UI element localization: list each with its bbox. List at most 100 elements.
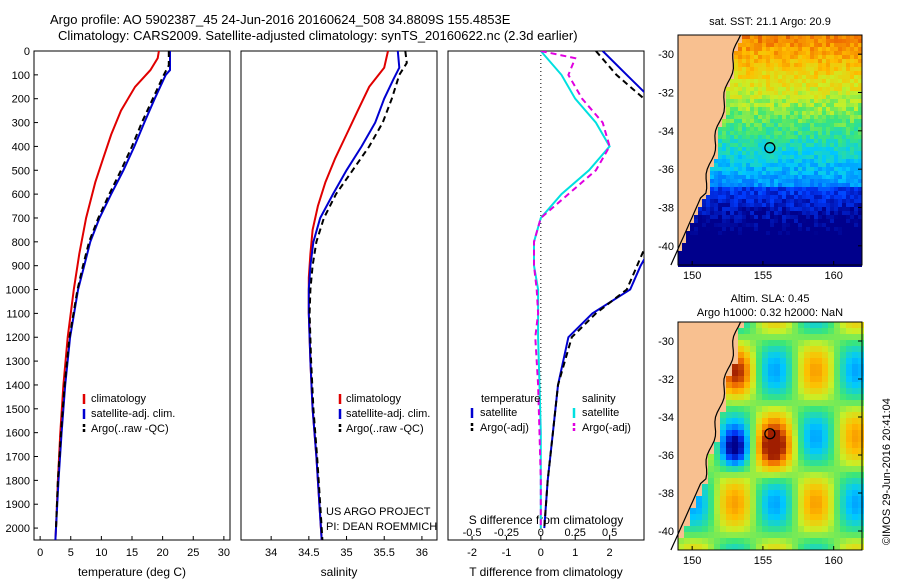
sla-map-cell — [756, 520, 762, 526]
sst-map-cell — [694, 191, 698, 195]
sst-map-cell — [746, 59, 750, 63]
sla-map-cell — [816, 412, 822, 418]
sla-map-cell — [852, 532, 858, 538]
sst-map-cell — [702, 67, 706, 71]
sla-map-cell — [756, 376, 762, 382]
sla-map-cell — [678, 394, 684, 400]
sla-map-cell — [756, 424, 762, 430]
sst-map-cell — [746, 235, 750, 239]
sst-map-cell — [790, 123, 794, 127]
sst-map-cell — [846, 111, 850, 115]
sst-map-cell — [810, 43, 814, 47]
sst-map-cell — [746, 35, 750, 39]
sla-map-cell — [792, 442, 798, 448]
sst-map-cell — [738, 75, 742, 79]
salinity-xtick-label: 35 — [340, 547, 352, 559]
sst-map-cell — [694, 251, 698, 255]
sst-map-cell — [794, 79, 798, 83]
sst-map-cell — [814, 227, 818, 231]
sst-map-cell — [830, 139, 834, 143]
sst-map-cell — [694, 83, 698, 87]
sst-map-cell — [786, 183, 790, 187]
sla-map-cell — [834, 430, 840, 436]
sst-map-cell — [858, 259, 862, 263]
sst-map-cell — [850, 119, 854, 123]
sst-map-cell — [842, 91, 846, 95]
sst-map-cell — [726, 47, 730, 51]
sst-map-cell — [818, 119, 822, 123]
sst-map-cell — [706, 147, 710, 151]
sla-map-cell — [702, 472, 708, 478]
sst-map-cell — [694, 95, 698, 99]
difference-salinity-tick-label: -0.25 — [494, 527, 519, 539]
sla-map-cell — [744, 388, 750, 394]
sst-map-cell — [754, 207, 758, 211]
sst-map-cell — [834, 147, 838, 151]
sla-map-cell — [792, 400, 798, 406]
sst-map-cell — [790, 159, 794, 163]
sst-map-cell — [774, 79, 778, 83]
sst-map-cell — [830, 123, 834, 127]
sst-map-cell — [834, 179, 838, 183]
sst-map-cell — [782, 259, 786, 263]
sla-map-cell — [720, 514, 726, 520]
sla-map-cell — [798, 460, 804, 466]
sst-map-cell — [678, 191, 682, 195]
sst-map-cell — [710, 243, 714, 247]
sla-map-cell — [726, 334, 732, 340]
sst-map-cell — [850, 131, 854, 135]
sla-map-cell — [774, 382, 780, 388]
sla-map-cell — [684, 400, 690, 406]
sst-map-cell — [702, 83, 706, 87]
sst-map-cell — [786, 179, 790, 183]
sst-map-cell — [706, 223, 710, 227]
sst-map-cell — [858, 183, 862, 187]
sst-map-cell — [734, 259, 738, 263]
sst-map-cell — [694, 55, 698, 59]
sst-map-cell — [778, 223, 782, 227]
sst-map-cell — [690, 255, 694, 259]
sst-map-cell — [842, 159, 846, 163]
sla-map-cell — [858, 532, 864, 538]
sla-map-cell — [810, 412, 816, 418]
sst-map-cell — [706, 99, 710, 103]
sst-map-cell — [770, 223, 774, 227]
sst-map-cell — [690, 131, 694, 135]
sst-map-cell — [782, 227, 786, 231]
sst-map-cell — [758, 43, 762, 47]
sst-map-cell — [678, 111, 682, 115]
sla-map-cell — [822, 406, 828, 412]
sst-map-cell — [734, 243, 738, 247]
sst-map-cell — [710, 87, 714, 91]
sst-map-cell — [842, 243, 846, 247]
sst-map-cell — [742, 207, 746, 211]
sla-map-cell — [702, 526, 708, 532]
sst-map-cell — [678, 155, 682, 159]
sst-map-cell — [782, 155, 786, 159]
sst-map-cell — [698, 251, 702, 255]
sla-map-cell — [690, 520, 696, 526]
temperature-xtick-label: 0 — [37, 547, 43, 559]
sst-map-cell — [822, 239, 826, 243]
sst-map-cell — [786, 47, 790, 51]
sst-map-cell — [762, 227, 766, 231]
sst-map-cell — [770, 79, 774, 83]
sla-map-cell — [756, 532, 762, 538]
sst-map-cell — [790, 231, 794, 235]
sst-map-cell — [686, 187, 690, 191]
sst-map-cell — [766, 199, 770, 203]
sla-map-cell — [720, 376, 726, 382]
sst-map-cell — [826, 207, 830, 211]
sst-map-cell — [706, 47, 710, 51]
sla-map-cell — [684, 328, 690, 334]
sst-map-cell — [774, 87, 778, 91]
sst-map-cell — [762, 159, 766, 163]
sst-map-cell — [746, 39, 750, 43]
sst-map-cell — [818, 171, 822, 175]
sst-map-cell — [742, 159, 746, 163]
sla-map-cell — [744, 400, 750, 406]
sst-map-cell — [682, 67, 686, 71]
sst-map-cell — [830, 75, 834, 79]
salinity-legend-entry: satellite-adj. clim. — [346, 408, 430, 420]
